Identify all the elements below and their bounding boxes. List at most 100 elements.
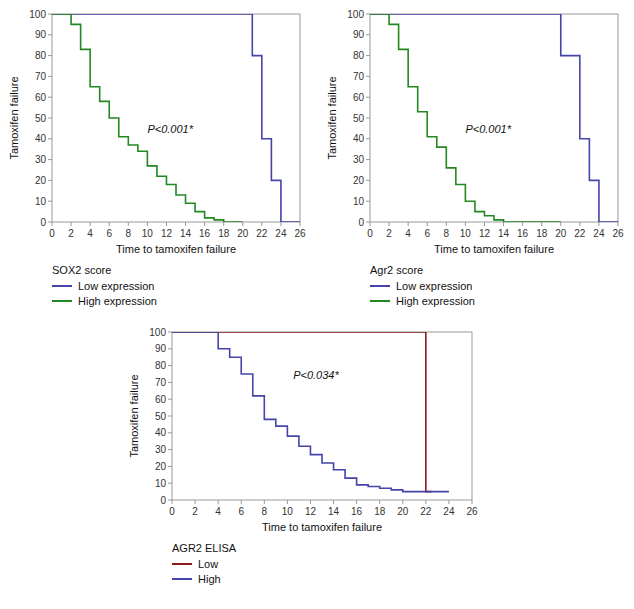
- x-tick: [484, 222, 485, 226]
- data-area: [52, 14, 300, 222]
- x-tick: [166, 222, 167, 226]
- x-tick-label: 12: [161, 228, 173, 239]
- y-tick: [168, 365, 172, 366]
- x-tick: [579, 222, 580, 226]
- x-tick-label: 16: [351, 506, 363, 517]
- legend: Agr2 scoreLow expressionHigh expression: [370, 264, 475, 307]
- annotation: P<0.001*: [147, 123, 193, 135]
- x-tick-label: 24: [593, 228, 605, 239]
- chart: 0246810121416182022242601020304050607080…: [128, 327, 478, 586]
- x-tick-label: 24: [443, 506, 455, 517]
- y-tick-label: 80: [35, 50, 47, 61]
- y-tick-label: 20: [353, 175, 365, 186]
- x-tick-label: 12: [479, 228, 491, 239]
- chart: 0246810121416182022242601020304050607080…: [326, 9, 624, 308]
- y-tick: [366, 14, 370, 15]
- x-tick-label: 14: [180, 228, 192, 239]
- y-tick-label: 0: [40, 217, 46, 228]
- legend-swatch: [370, 300, 390, 302]
- y-tick: [366, 55, 370, 56]
- y-tick-label: 90: [35, 29, 47, 40]
- y-tick-label: 30: [35, 154, 47, 165]
- y-tick-label: 40: [155, 427, 167, 438]
- x-tick: [389, 222, 390, 226]
- y-tick: [48, 97, 52, 98]
- x-tick: [128, 222, 129, 226]
- data-area: [370, 14, 618, 222]
- y-tick-label: 50: [155, 411, 167, 422]
- y-tick: [366, 159, 370, 160]
- x-tick: [204, 222, 205, 226]
- x-tick-label: 26: [466, 506, 478, 517]
- y-tick: [48, 14, 52, 15]
- y-tick: [48, 55, 52, 56]
- x-axis-label: Time to tamoxifen failure: [116, 243, 236, 255]
- x-tick: [598, 222, 599, 226]
- x-tick-label: 16: [517, 228, 529, 239]
- x-tick: [356, 500, 357, 504]
- y-tick-label: 90: [353, 29, 365, 40]
- x-tick-label: 0: [367, 228, 373, 239]
- x-tick-label: 10: [142, 228, 154, 239]
- x-tick-label: 26: [294, 228, 306, 239]
- y-tick: [366, 97, 370, 98]
- x-tick: [541, 222, 542, 226]
- y-tick-label: 100: [347, 9, 364, 20]
- x-tick-label: 4: [215, 506, 221, 517]
- x-tick-label: 26: [612, 228, 624, 239]
- x-tick: [472, 500, 473, 504]
- x-tick-label: 8: [444, 228, 450, 239]
- y-tick: [366, 180, 370, 181]
- y-tick: [48, 34, 52, 35]
- y-tick: [48, 76, 52, 77]
- x-tick: [241, 500, 242, 504]
- y-tick-label: 100: [29, 9, 46, 20]
- y-tick-label: 50: [353, 113, 365, 124]
- legend-entry: High expression: [78, 295, 157, 307]
- x-tick: [264, 500, 265, 504]
- legend-title: Agr2 score: [370, 264, 423, 276]
- y-tick-label: 50: [35, 113, 47, 124]
- x-tick: [242, 222, 243, 226]
- figure: 0246810121416182022242601020304050607080…: [0, 0, 634, 609]
- y-tick-label: 100: [149, 327, 166, 338]
- y-axis-label: Tamoxifen failure: [326, 76, 338, 159]
- x-axis-label: Time to tamoxifen failure: [434, 243, 554, 255]
- y-tick-label: 20: [155, 461, 167, 472]
- y-tick: [168, 348, 172, 349]
- x-tick-label: 6: [238, 506, 244, 517]
- y-tick: [168, 332, 172, 333]
- x-tick: [503, 222, 504, 226]
- chart: 0246810121416182022242601020304050607080…: [8, 9, 306, 308]
- y-tick-label: 80: [353, 50, 365, 61]
- plot-frame: [52, 14, 300, 222]
- legend-entry: Low: [198, 558, 218, 570]
- x-tick: [300, 222, 301, 226]
- y-tick: [168, 449, 172, 450]
- step-line: [370, 14, 618, 222]
- y-tick: [366, 222, 370, 223]
- legend-entry: High: [198, 573, 221, 585]
- y-axis-label: Tamoxifen failure: [8, 76, 20, 159]
- legend-swatch: [172, 563, 192, 565]
- y-tick-label: 10: [35, 196, 47, 207]
- y-tick-label: 40: [35, 133, 47, 144]
- y-tick: [366, 201, 370, 202]
- x-tick: [261, 222, 262, 226]
- x-tick: [522, 222, 523, 226]
- legend: AGR2 ELISALowHigh: [172, 542, 237, 585]
- y-tick: [168, 466, 172, 467]
- x-tick: [446, 222, 447, 226]
- y-tick: [48, 138, 52, 139]
- x-tick-label: 10: [460, 228, 472, 239]
- x-tick-label: 0: [49, 228, 55, 239]
- plot-frame: [172, 332, 472, 500]
- y-tick-label: 80: [155, 360, 167, 371]
- legend-swatch: [52, 300, 72, 302]
- x-tick: [195, 500, 196, 504]
- x-tick: [618, 222, 619, 226]
- y-tick: [366, 138, 370, 139]
- x-axis-label: Time to tamoxifen failure: [262, 521, 382, 533]
- y-tick-label: 70: [35, 71, 47, 82]
- y-tick: [168, 483, 172, 484]
